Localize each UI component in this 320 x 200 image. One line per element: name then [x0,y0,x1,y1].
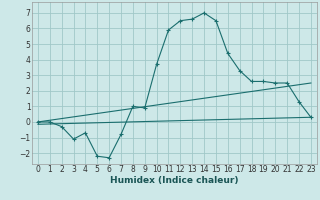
X-axis label: Humidex (Indice chaleur): Humidex (Indice chaleur) [110,176,239,185]
